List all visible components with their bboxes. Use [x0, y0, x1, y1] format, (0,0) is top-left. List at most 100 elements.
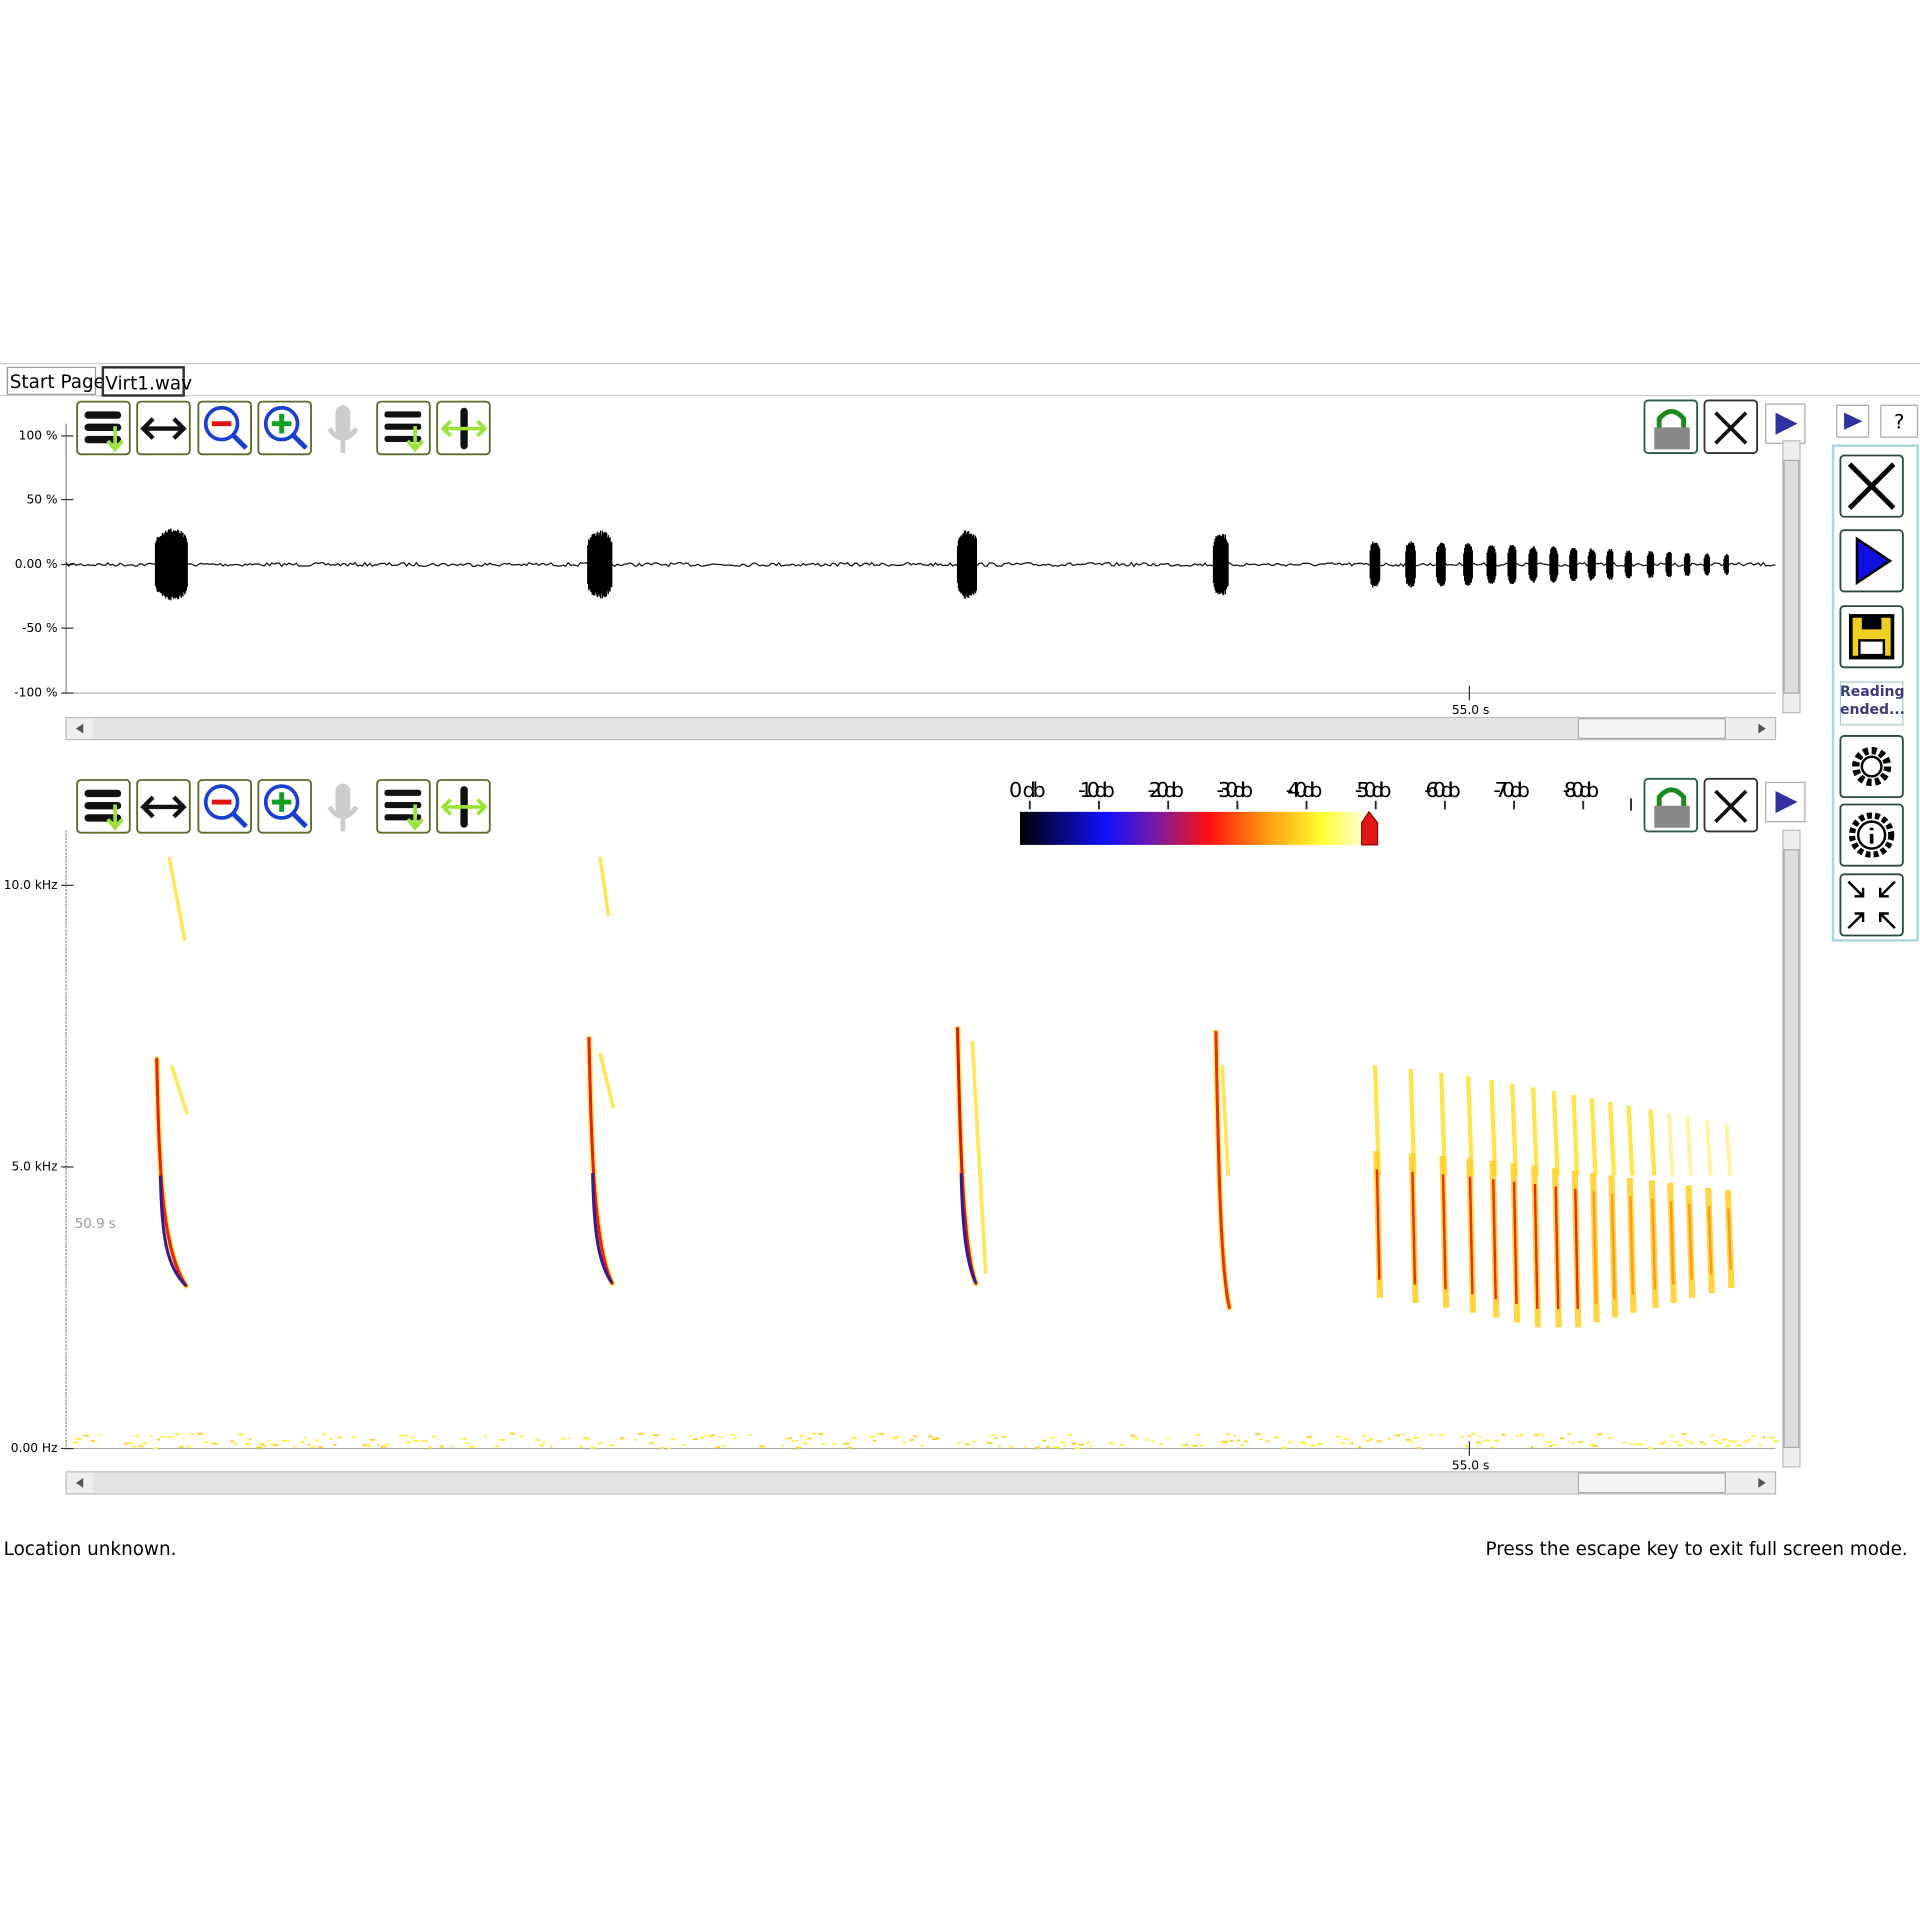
noise-speck	[1196, 1434, 1200, 1437]
noise-speck	[149, 1435, 152, 1438]
close-button[interactable]	[1703, 777, 1759, 833]
icon-bar[interactable]	[384, 423, 422, 430]
noise-speck	[1416, 1447, 1422, 1449]
icon-bar[interactable]	[84, 789, 122, 798]
icon-sign[interactable]	[271, 792, 292, 812]
icon-handle[interactable]	[230, 811, 248, 829]
noise-speck	[1762, 1436, 1767, 1439]
split-button[interactable]	[436, 779, 491, 834]
menu-button[interactable]	[76, 779, 131, 834]
mic-button[interactable]	[327, 783, 359, 832]
icon-arrow[interactable]	[440, 419, 488, 438]
play-icon[interactable]	[1844, 412, 1863, 430]
icon-handle[interactable]	[290, 432, 308, 450]
icon-bar[interactable]	[384, 802, 422, 809]
play-icon[interactable]	[1775, 791, 1798, 814]
y-tick-label: 0.00 %	[15, 557, 58, 571]
side-button[interactable]	[1839, 529, 1904, 593]
help-button[interactable]	[1880, 404, 1919, 438]
zoomout-button[interactable]	[197, 779, 252, 834]
icon-arrow[interactable]	[106, 426, 124, 453]
h-scroll-track[interactable]	[93, 718, 1578, 739]
gear-hub[interactable]	[1860, 755, 1883, 778]
icon-lens[interactable]	[263, 784, 300, 820]
spectro-element-upper	[1685, 1116, 1694, 1176]
merge-button[interactable]	[376, 400, 431, 456]
noise-speck	[1545, 1440, 1551, 1443]
icon-bar[interactable]	[384, 789, 422, 796]
side-button[interactable]	[1839, 454, 1904, 518]
icon-arrow[interactable]	[140, 417, 187, 440]
icon-arrow[interactable]	[106, 804, 124, 831]
icon-arrow[interactable]	[406, 804, 424, 831]
icon-sign[interactable]	[271, 413, 292, 434]
icon-bar[interactable]	[84, 435, 122, 444]
close-x[interactable]	[1714, 411, 1748, 445]
help-label[interactable]: ?	[1894, 411, 1904, 434]
menu-button[interactable]	[76, 400, 131, 456]
close-x[interactable]	[1714, 789, 1748, 823]
close-button[interactable]	[1703, 399, 1759, 454]
split-button[interactable]	[436, 400, 491, 456]
icon-bar[interactable]	[84, 802, 122, 810]
lock-body[interactable]	[1654, 805, 1690, 828]
icon-bar[interactable]	[84, 423, 122, 432]
noise-speck	[1240, 1444, 1244, 1447]
v-scroll-thumb[interactable]	[1783, 459, 1800, 694]
lock-button[interactable]	[1643, 777, 1699, 833]
side-button[interactable]	[1839, 735, 1904, 799]
fit-button[interactable]	[136, 779, 191, 834]
h-scroll-track[interactable]	[93, 1473, 1578, 1493]
close-x[interactable]	[1847, 462, 1896, 510]
lock-shackle[interactable]	[1656, 409, 1687, 429]
icon-arrow[interactable]	[440, 798, 488, 816]
v-scroll-thumb[interactable]	[1783, 849, 1800, 1448]
mic-stand[interactable]	[327, 805, 359, 832]
h-scroll-thumb[interactable]	[1577, 718, 1726, 739]
info-gear[interactable]	[1848, 812, 1895, 858]
spectro-element-upper	[1626, 1105, 1635, 1176]
icon-handle[interactable]	[290, 811, 308, 829]
icon-handle[interactable]	[230, 432, 248, 450]
noise-speck	[891, 1437, 897, 1440]
mic-button[interactable]	[327, 405, 359, 454]
icon-bar[interactable]	[384, 435, 422, 443]
noise-speck	[1688, 1441, 1694, 1444]
lock-body[interactable]	[1654, 427, 1690, 450]
lock-button[interactable]	[1643, 399, 1699, 454]
icon-arrow[interactable]	[406, 426, 424, 453]
zoomin-button[interactable]	[257, 400, 312, 456]
mic-stand[interactable]	[327, 427, 359, 454]
side-button[interactable]	[1839, 803, 1904, 867]
tab-label[interactable]: Start Page	[10, 372, 105, 393]
icon-lens[interactable]	[203, 405, 240, 442]
icon-bar[interactable]	[84, 411, 122, 419]
collapse-icon[interactable]	[1847, 880, 1896, 930]
fit-button[interactable]	[136, 400, 191, 456]
tab[interactable]	[6, 366, 97, 395]
merge-button[interactable]	[376, 779, 431, 834]
noise-speck	[134, 1434, 141, 1437]
icon-bar[interactable]	[384, 814, 422, 821]
h-scroll-thumb[interactable]	[1577, 1472, 1726, 1494]
save-slot[interactable]	[1861, 615, 1882, 630]
mic-body[interactable]	[335, 405, 351, 438]
colorbar-marker[interactable]	[1361, 810, 1379, 846]
icon-bar[interactable]	[84, 814, 122, 822]
zoomin-button[interactable]	[257, 779, 312, 834]
mic-body[interactable]	[335, 783, 351, 816]
play-icon[interactable]	[1775, 412, 1798, 435]
tab-label[interactable]: Virt1.wav	[105, 373, 192, 394]
tab-active[interactable]	[101, 366, 185, 397]
zoomout-button[interactable]	[197, 400, 252, 456]
icon-lens[interactable]	[203, 784, 240, 820]
play-icon[interactable]	[1855, 536, 1893, 586]
icon-bar[interactable]	[384, 411, 422, 418]
side-button[interactable]	[1839, 873, 1904, 937]
icon-lens[interactable]	[263, 405, 300, 442]
side-button[interactable]	[1839, 605, 1904, 669]
icon-arrow[interactable]	[140, 795, 187, 819]
gear-icon[interactable]	[1852, 746, 1892, 787]
save-label[interactable]	[1858, 639, 1886, 657]
lock-shackle[interactable]	[1656, 787, 1687, 807]
